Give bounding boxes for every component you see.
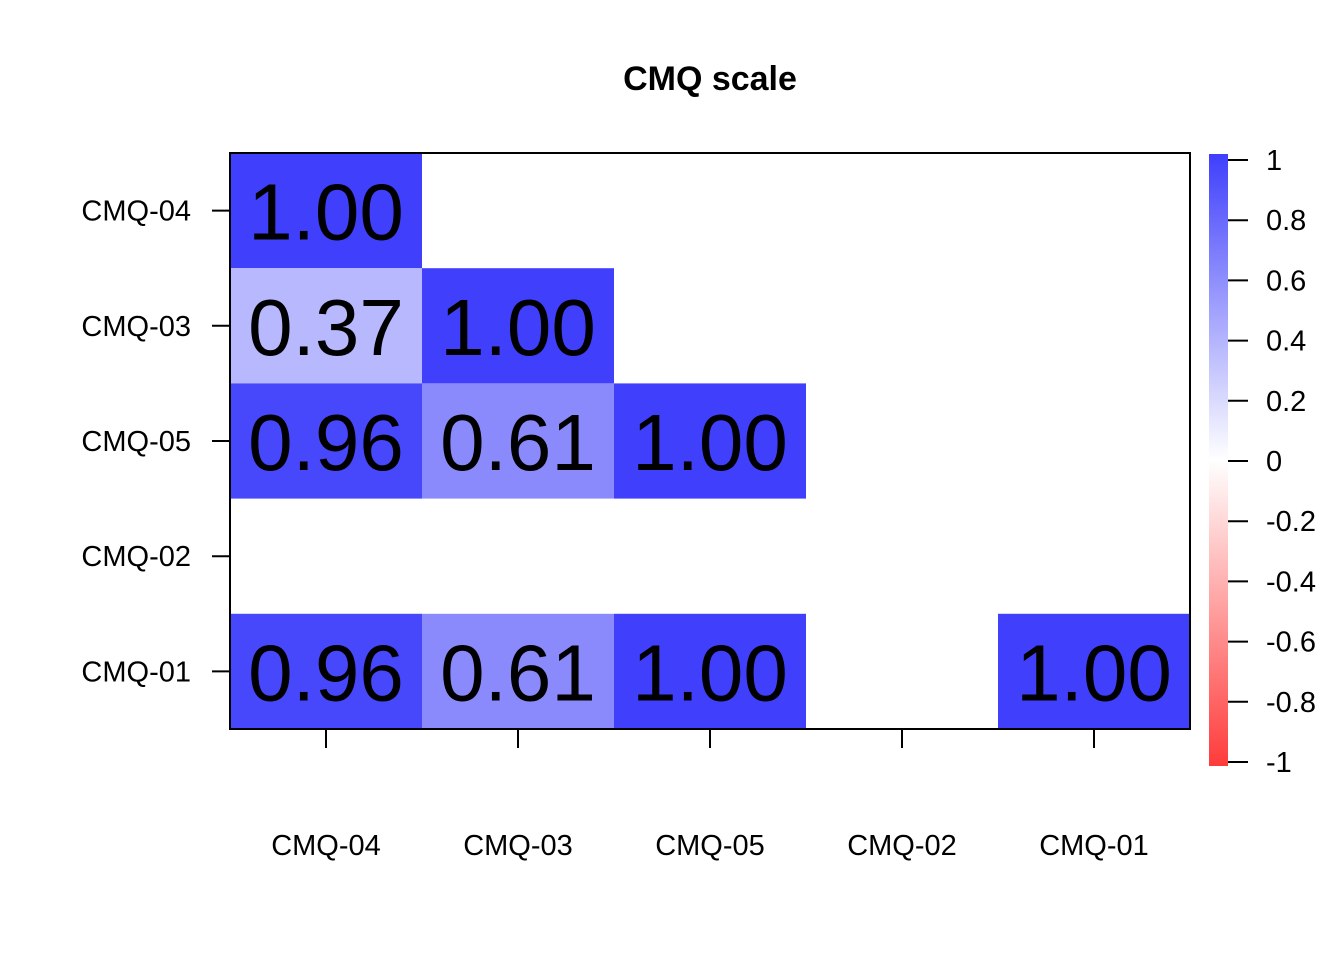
legend-tick-label: 0.4 [1266,326,1306,358]
heatmap-cell [230,613,422,729]
y-tick-label: CMQ-05 [81,426,191,458]
cell-value-label: 1.00 [632,628,788,717]
cell-value-label: 0.61 [440,398,596,487]
legend-tick-label: 0.6 [1266,265,1306,297]
y-tick-label: CMQ-04 [81,196,191,228]
y-tick-label: CMQ-01 [81,656,191,688]
x-tick-label: CMQ-03 [463,830,573,862]
x-axis: CMQ-04 CMQ-03 CMQ-05 CMQ-02 CMQ-01 [271,729,1149,862]
heatmap-cell [230,153,422,269]
cell-value-label: 0.96 [248,628,404,717]
cell-value-label: 1.00 [440,283,596,372]
chart-title: CMQ scale [623,60,797,98]
cell-value-label: 0.37 [248,283,404,372]
heatmap-cell [422,268,614,384]
x-tick-label: CMQ-05 [655,830,765,862]
color-legend: 1 0.8 0.6 0.4 0.2 0 -0.2 -0.4 -0.6 -0.8 -1 [1209,145,1316,779]
x-tick-label: CMQ-04 [271,830,381,862]
y-axis: CMQ-04 CMQ-03 CMQ-05 CMQ-02 CMQ-01 [81,196,230,688]
legend-tick-label: 0 [1266,446,1282,478]
y-tick-label: CMQ-02 [81,541,191,573]
legend-tick-label: 0.8 [1266,205,1306,237]
heatmap-cell [614,613,806,729]
heatmap-cell [998,613,1190,729]
y-tick-label: CMQ-03 [81,311,191,343]
x-tick-label: CMQ-02 [847,830,957,862]
x-tick-label: CMQ-01 [1039,830,1149,862]
cell-value-label: 0.96 [248,398,404,487]
heatmap-cell [230,268,422,384]
cell-value-label: 0.61 [440,628,596,717]
cell-value-label: 1.00 [632,398,788,487]
legend-tick-label: -1 [1266,747,1292,779]
heatmap-cell [422,613,614,729]
legend-tick-label: -0.2 [1266,506,1316,538]
legend-tick-label: -0.4 [1266,566,1316,598]
heatmap-cells: 1.00 0.37 1.00 0.96 0.61 1.00 0.96 0.61 1.00 1.00 [230,153,1190,729]
cell-value-label: 1.00 [248,168,404,257]
legend-tick-label: 1 [1266,145,1282,177]
legend-tick-label: 0.2 [1266,386,1306,418]
heatmap-cell [422,383,614,499]
heatmap-cell [614,383,806,499]
legend-tick-label: -0.8 [1266,687,1316,719]
legend-tick-label: -0.6 [1266,627,1316,659]
cell-value-label: 1.00 [1016,628,1172,717]
heatmap-cell [230,383,422,499]
legend-color-bar [1209,154,1228,766]
